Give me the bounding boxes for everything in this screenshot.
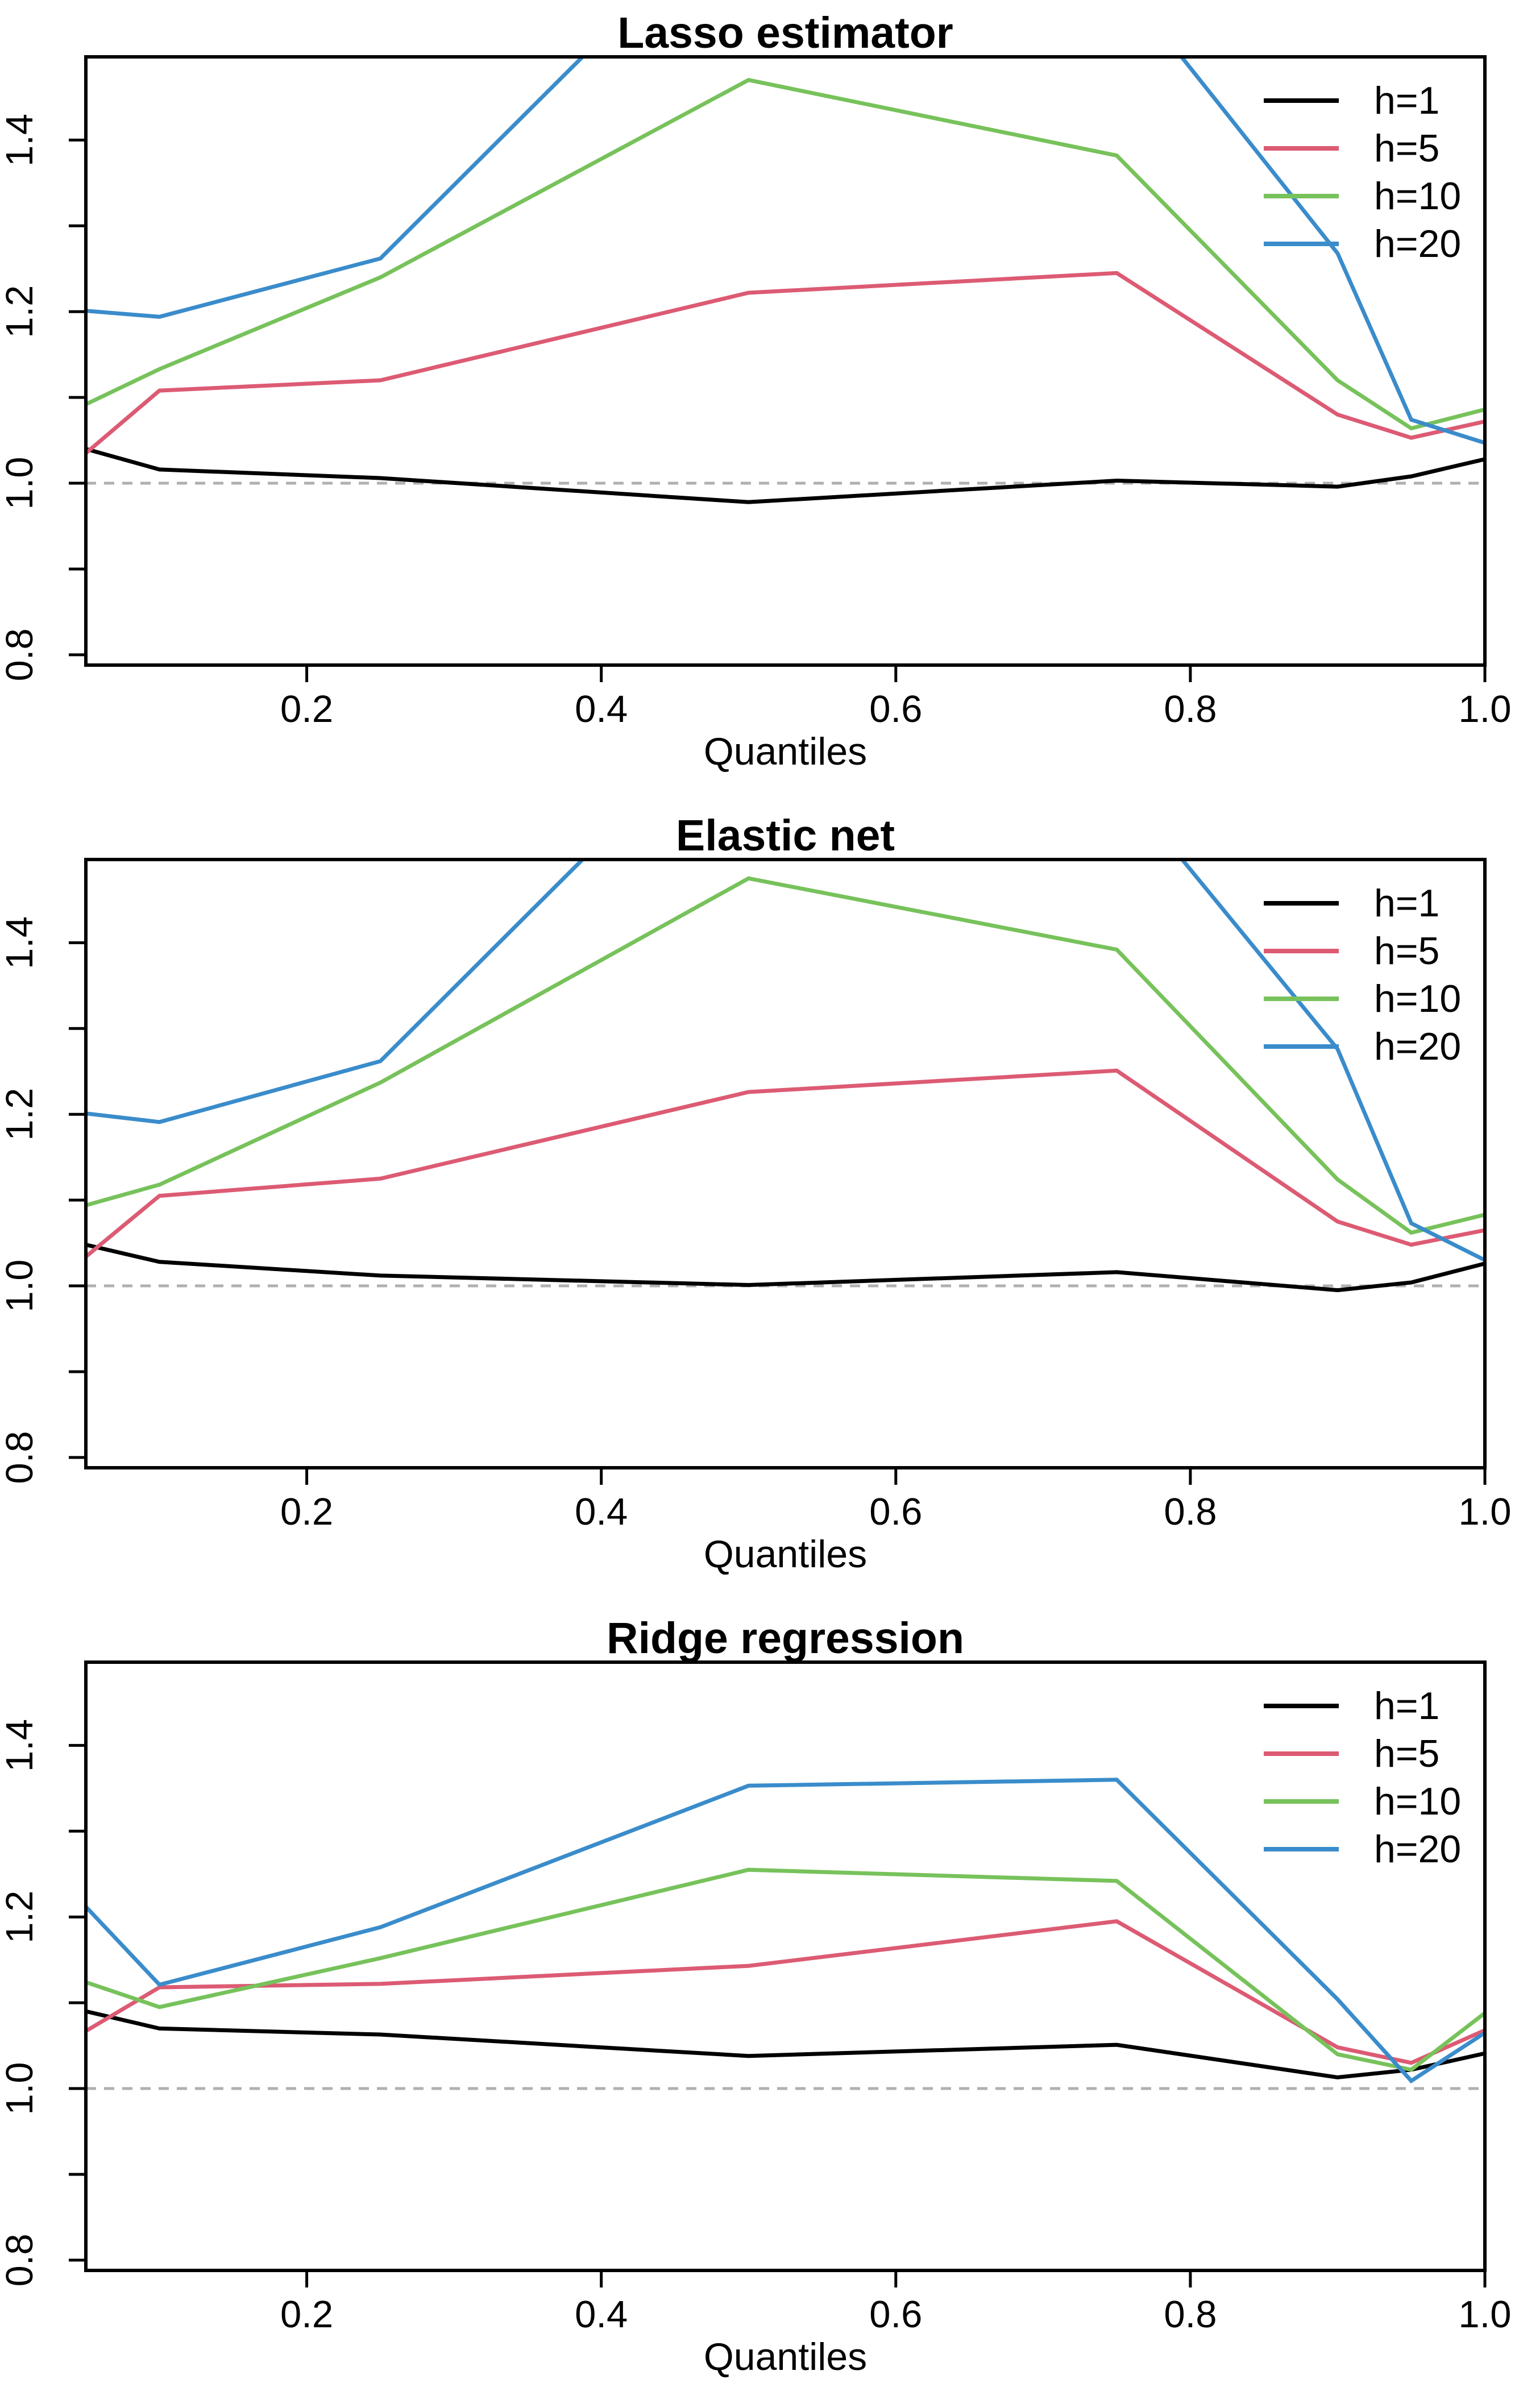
legend-label-h20: h=20 [1374, 1025, 1461, 1068]
chart-title-ridge: Ridge regression [606, 1614, 964, 1663]
x-axis-title-ridge: Quantiles [703, 2335, 868, 2378]
y-axis-tick-label: 1.4 [0, 916, 41, 969]
x-axis-tick-label: 0.2 [280, 1491, 333, 1533]
legend-label-h10: h=10 [1374, 977, 1461, 1020]
panel-elastic-net: 0.8 1.0 1.2 1.4 0.2 0.4 0.6 0.8 1.0 h=1 h=5 h=10 h=2… [0, 803, 1519, 1605]
series-line-h1 [86, 1243, 1485, 1293]
panel-lasso-estimator: 0.8 1.0 1.2 1.4 0.2 0.4 0.6 0.8 1.0 h=1 h=5 h=10 h=2… [0, 0, 1519, 803]
legend-label-h1: h=1 [1374, 79, 1439, 122]
x-axis-tick-label: 0.2 [280, 2293, 333, 2336]
y-axis-tick-label: 0.8 [0, 628, 41, 681]
x-axis-tick-label: 0.8 [1164, 1491, 1217, 1533]
x-axis-tick-label: 0.4 [575, 688, 628, 730]
plot-box [84, 858, 1487, 1469]
series-line-h20 [86, 1778, 1485, 2084]
x-axis-tick-label: 0.4 [575, 1491, 628, 1533]
x-axis-tick-label: 0.6 [869, 1491, 922, 1533]
plot-box [84, 55, 1487, 667]
series-line-h10 [86, 1867, 1485, 2072]
lasso-chart-canvas: 0.8 1.0 1.2 1.4 0.2 0.4 0.6 0.8 1.0 h=1 h=5 h=10h=2… [0, 55, 1512, 730]
x-axis-tick-label: 1.0 [1458, 2293, 1511, 2336]
legend-label-h5: h=5 [1374, 1732, 1439, 1775]
series-group [86, 860, 1485, 1293]
y-axis-tick-label: 1.2 [0, 1088, 41, 1141]
chart-title-lasso: Lasso estimator [617, 9, 953, 57]
x-axis-title-elastic-net: Quantiles [703, 1533, 868, 1576]
series-group [86, 57, 1485, 504]
series-line-h20 [86, 860, 1485, 1262]
y-axis-tick-label: 1.0 [0, 1260, 41, 1313]
legend-label-h1: h=1 [1374, 1684, 1439, 1728]
series-line-h5 [86, 1919, 1485, 2065]
series-line-h20 [86, 57, 1485, 445]
legend-label-h20: h=20 [1374, 1828, 1461, 1871]
series-line-h5 [86, 271, 1485, 455]
legend-label-h20: h=20 [1374, 222, 1461, 265]
y-axis-tick-label: 1.2 [0, 285, 41, 338]
elastic-net-chart-canvas: 0.8 1.0 1.2 1.4 0.2 0.4 0.6 0.8 1.0 h=1h=5h=10 h=2… [0, 858, 1512, 1533]
y-axis-tick-label: 0.8 [0, 2233, 41, 2286]
y-axis-tick-label: 1.4 [0, 114, 41, 167]
x-axis-tick-label: 0.8 [1164, 688, 1217, 730]
y-axis-tick-label: 1.0 [0, 457, 41, 510]
x-axis-tick-label: 0.8 [1164, 2293, 1217, 2336]
x-axis-tick-label: 0.4 [575, 2293, 628, 2336]
series-line-h1 [86, 2009, 1485, 2079]
legend-label-h10: h=10 [1374, 175, 1461, 218]
x-axis-title-lasso: Quantiles [703, 730, 868, 773]
series-line-h10 [86, 78, 1485, 431]
x-axis-tick-label: 0.6 [869, 2293, 922, 2336]
legend-label-h1: h=1 [1374, 882, 1439, 925]
chart-title-elastic-net: Elastic net [675, 811, 895, 860]
y-axis-tick-label: 1.4 [0, 1719, 41, 1772]
panel-ridge-regression: 0.8 1.0 1.2 1.4 0.2 0.4 0.6 0.8 1.0 h=1 h=5 h=10 h=2… [0, 1605, 1519, 2408]
y-axis-tick-label: 1.2 [0, 1891, 41, 1944]
y-axis-tick-label: 0.8 [0, 1431, 41, 1484]
legend-label-h5: h=5 [1374, 127, 1439, 170]
series-line-h1 [86, 447, 1485, 504]
legend-label-h10: h=10 [1374, 1780, 1461, 1823]
x-axis-tick-label: 1.0 [1458, 1491, 1511, 1533]
series-line-h5 [86, 1068, 1485, 1259]
x-axis-tick-label: 0.6 [869, 688, 922, 730]
series-group [86, 1778, 1485, 2084]
ridge-chart-canvas: 0.8 1.0 1.2 1.4 0.2 0.4 0.6 0.8 1.0 h=1h=5 h=10 h=2… [0, 1660, 1512, 2336]
y-axis-tick-label: 1.0 [0, 2062, 41, 2115]
series-line-h10 [86, 876, 1485, 1235]
plot-box [84, 1660, 1487, 2272]
x-axis-tick-label: 0.2 [280, 688, 333, 730]
x-axis-tick-label: 1.0 [1458, 688, 1511, 730]
legend-label-h5: h=5 [1374, 929, 1439, 973]
